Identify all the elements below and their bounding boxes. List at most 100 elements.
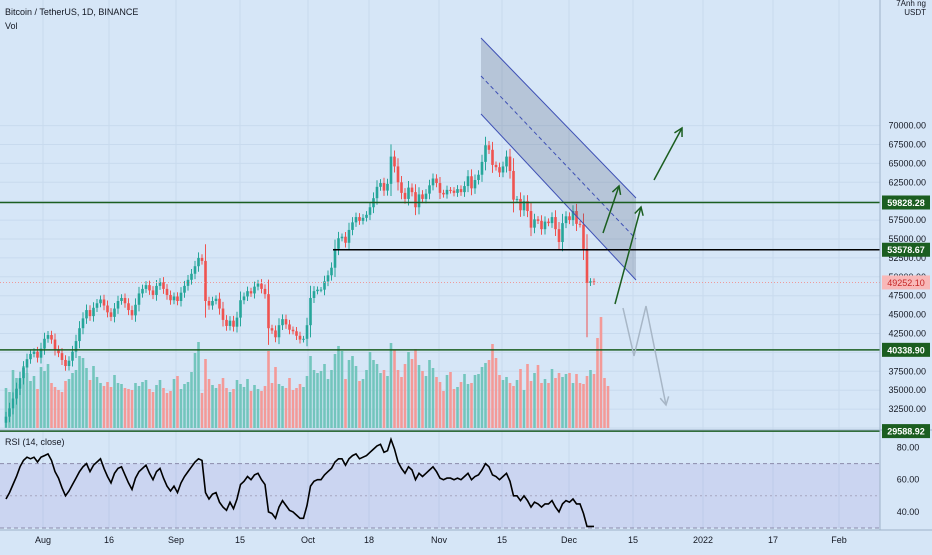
volume-bar: [484, 363, 487, 428]
candle-body: [102, 299, 106, 306]
candle-body: [60, 353, 64, 360]
volume-bar: [46, 364, 50, 428]
candle-body: [477, 174, 480, 181]
volume-bar: [53, 387, 57, 428]
candle-body: [414, 192, 417, 208]
volume-bar: [134, 383, 137, 428]
y-tick-label: 42500.00: [888, 329, 926, 339]
volume-bar: [319, 371, 323, 428]
axis-unit-label: 7Anh ng: [896, 0, 926, 8]
x-tick-label: 18: [364, 535, 374, 545]
volume-bar: [431, 368, 435, 428]
y-tick-label: 47500.00: [888, 291, 926, 301]
candle-body: [134, 304, 137, 316]
volume-bar: [508, 383, 512, 428]
volume-bar: [459, 382, 463, 428]
y-tick-label: 37500.00: [888, 366, 926, 376]
volume-legend-label: Vol: [5, 21, 18, 31]
volume-bar: [424, 376, 428, 428]
volume-bar: [582, 384, 585, 428]
candle-body: [386, 183, 389, 191]
channel-mid-line: [480, 75, 637, 240]
candle-body: [505, 156, 508, 167]
candle-body: [71, 351, 74, 361]
candle-body: [253, 286, 256, 294]
x-tick-label: 16: [104, 535, 114, 545]
candle-body: [127, 303, 130, 311]
level-price-box: [882, 424, 930, 439]
candle-body: [281, 319, 284, 326]
volume-bar: [106, 382, 109, 428]
candle-body: [256, 283, 260, 287]
arrow-up-short-head: [611, 184, 622, 195]
volume-bar: [442, 391, 445, 428]
volume-bar: [253, 385, 256, 428]
candle-body: [435, 178, 438, 184]
candle-body: [424, 193, 428, 199]
y-tick-label: 70000.00: [888, 121, 926, 131]
volume-bar: [463, 374, 466, 428]
volume-bar: [512, 386, 515, 428]
volume-bar: [414, 349, 417, 428]
volume-bar: [438, 382, 442, 428]
volume-bar: [291, 390, 295, 428]
candle-body: [53, 339, 57, 350]
candle-body: [512, 170, 515, 200]
candle-body: [225, 319, 228, 326]
candle-body: [200, 257, 204, 261]
candle-body: [540, 220, 543, 230]
candle-body: [487, 145, 491, 150]
candle-body: [99, 299, 102, 304]
volume-bar: [519, 369, 522, 428]
x-tick-label: 15: [235, 535, 245, 545]
volume-bar: [113, 375, 116, 428]
channel-fill: [481, 38, 636, 280]
volume-bar: [116, 383, 120, 428]
candle-body: [533, 219, 536, 228]
candle-body: [274, 330, 277, 338]
volume-bar: [169, 391, 172, 428]
candle-body: [557, 229, 561, 243]
volume-bar: [239, 384, 242, 428]
volume-bar: [144, 380, 148, 428]
volume-bar: [407, 352, 410, 428]
channel-upper-line: [480, 37, 637, 199]
candle-body: [302, 338, 305, 340]
candle-body: [351, 222, 354, 230]
volume-bar: [60, 392, 64, 428]
volume-bar: [81, 358, 85, 428]
volume-bar: [197, 342, 200, 428]
candle-body: [340, 236, 344, 239]
volume-bar: [295, 388, 298, 428]
candle-body: [393, 156, 396, 167]
level-price-label: 59828.28: [887, 198, 925, 208]
volume-bar: [333, 354, 337, 428]
level-price-label: 29588.92: [887, 427, 925, 437]
candle-body: [95, 303, 99, 308]
volume-bar: [109, 387, 113, 428]
candle-body: [407, 187, 410, 199]
symbol-title: Bitcoin / TetherUS, 1D, BINANCE: [5, 7, 139, 17]
volume-bar: [235, 380, 239, 428]
candle-body: [543, 221, 547, 230]
volume-bar: [396, 370, 400, 428]
y-tick-label: 55000.00: [888, 234, 926, 244]
volume-bar: [18, 384, 22, 428]
volume-bar: [487, 360, 491, 428]
volume-bar: [606, 386, 610, 428]
candle-body: [39, 348, 43, 358]
candle-body: [235, 317, 239, 327]
volume-bar: [505, 377, 508, 428]
volume-bar: [95, 377, 99, 428]
x-tick-label: 15: [628, 535, 638, 545]
volume-bar: [64, 381, 67, 428]
volume-bar: [43, 371, 46, 428]
volume-bar: [274, 367, 277, 428]
x-tick-label: Feb: [831, 535, 847, 545]
arrow-up-long-head: [634, 205, 644, 216]
candle-body: [428, 185, 431, 194]
arrow-up-short: [602, 185, 620, 234]
volume-bar: [183, 384, 186, 428]
rsi-y-tick-label: 40.00: [897, 507, 920, 517]
